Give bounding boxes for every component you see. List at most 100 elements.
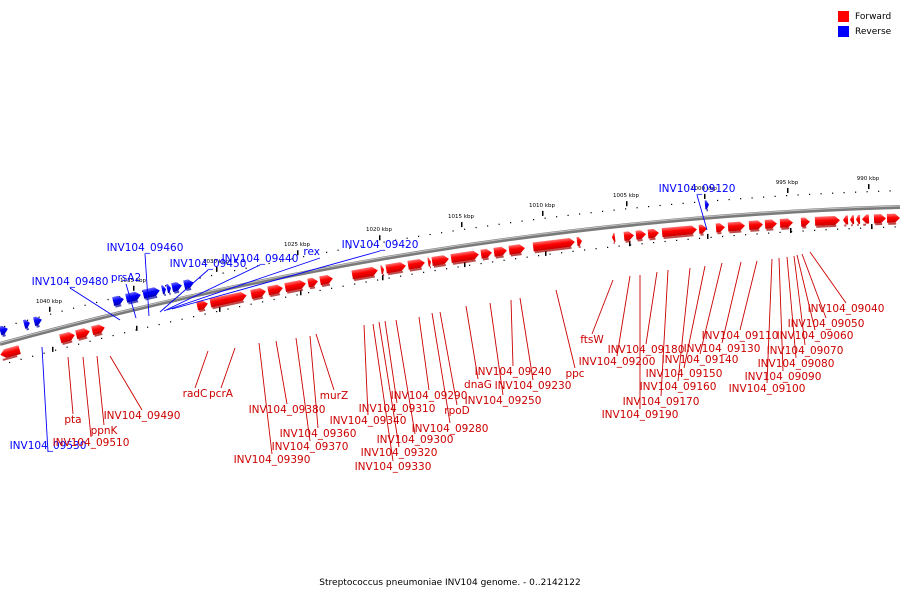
- gene-label-inv104-09340: INV104_09340: [330, 415, 407, 427]
- leader-line: [786, 256, 797, 359]
- leader-line: [555, 289, 576, 369]
- major-ticks: 990 kbp 995 kbp 1000 kbp 1005 kbp 1010 kbp 10…: [36, 176, 880, 352]
- gene-label-inv104-09200: INV104_09200: [579, 356, 656, 368]
- gene-label-inv104-09370: INV104_09370: [272, 441, 349, 453]
- tick-label: 995 kbp: [776, 180, 799, 186]
- major-tick-lower: [219, 306, 221, 312]
- leader-line: [519, 297, 534, 381]
- forward-gene-feature: [661, 225, 697, 238]
- leader-line: [699, 262, 723, 355]
- major-tick: [379, 235, 381, 241]
- forward-gene-feature: [862, 214, 870, 224]
- leader-line: [616, 275, 631, 357]
- reverse-gene-feature: [166, 284, 171, 294]
- forward-gene-feature: [800, 217, 810, 227]
- forward-gene-feature: [576, 236, 582, 247]
- leader-line: [69, 287, 121, 321]
- gene-label-inv104-09380: INV104_09380: [249, 404, 326, 416]
- major-tick-lower: [871, 224, 873, 230]
- major-tick-lower: [707, 233, 709, 239]
- tick-label: 1035 kbp: [120, 278, 146, 284]
- tick-label: 1000 kbp: [691, 186, 717, 192]
- gene-label-inv104-09460: INV104_09460: [107, 242, 184, 254]
- reverse-gene-feature: [125, 291, 141, 303]
- forward-gene-feature: [267, 284, 283, 296]
- leader-line: [465, 305, 479, 380]
- major-tick: [868, 184, 870, 190]
- major-tick: [49, 306, 51, 312]
- forward-gene-feature: [748, 220, 763, 230]
- leader-line: [163, 264, 261, 312]
- forward-gene-feature: [493, 246, 507, 257]
- forward-gene-feature: [698, 224, 707, 234]
- major-tick: [787, 188, 789, 194]
- gene-label-inv104-09130: INV104_09130: [684, 343, 761, 355]
- major-tick-lower: [52, 346, 54, 352]
- leader-line: [315, 333, 335, 391]
- gene-label-inv104-09040: INV104_09040: [808, 303, 885, 315]
- major-tick-lower: [382, 275, 384, 281]
- leader-line: [96, 355, 105, 426]
- tick-label: 1010 kbp: [529, 203, 555, 209]
- gene-label-radc: radC: [183, 388, 208, 400]
- forward-gene-feature: [647, 228, 659, 239]
- forward-gene-feature: [480, 248, 492, 259]
- gene-labels: INV104_09120rexINV104_09420INV104_09440I…: [10, 183, 885, 473]
- gene-label-inv104-09190: INV104_09190: [602, 409, 679, 421]
- forward-gene-feature: [250, 288, 266, 299]
- leader-line: [258, 342, 273, 455]
- forward-gene-feature: [850, 215, 855, 225]
- major-tick: [542, 210, 544, 216]
- leader-line: [144, 253, 150, 317]
- legend: Forward Reverse: [838, 9, 891, 39]
- gene-label-inv104-09080: INV104_09080: [758, 358, 835, 370]
- reverse-gene-feature: [704, 200, 709, 210]
- gene-label-inv104-09390: INV104_09390: [234, 454, 311, 466]
- gene-label-inv104-09450: INV104_09450: [170, 258, 247, 270]
- forward-gene-feature: [886, 213, 900, 223]
- leader-line: [677, 267, 691, 382]
- leader-line: [793, 255, 806, 346]
- leader-line: [82, 356, 92, 438]
- gene-label-inv104-09050: INV104_09050: [788, 318, 865, 330]
- reverse-gene-feature: [22, 319, 30, 329]
- forward-gene-feature: [91, 324, 105, 336]
- leader-line: [295, 337, 311, 442]
- major-tick: [461, 222, 463, 228]
- leader-line: [125, 283, 137, 319]
- forward-gene-feature: [814, 215, 840, 226]
- forward-gene-feature: [450, 250, 479, 264]
- leader-line: [683, 265, 706, 369]
- leader-line: [194, 350, 209, 389]
- gene-label-inv104-09290: INV104_09290: [391, 390, 468, 402]
- leader-line: [645, 271, 658, 345]
- leader-line: [67, 356, 74, 415]
- gene-label-inv104-09120: INV104_09120: [659, 183, 736, 195]
- gene-label-inv104-09330: INV104_09330: [355, 461, 432, 473]
- leader-line: [796, 254, 816, 331]
- leader-line: [510, 299, 514, 367]
- gene-label-pta: pta: [64, 414, 81, 426]
- forward-gene-feature: [59, 332, 75, 344]
- tick-label: 1005 kbp: [613, 193, 639, 199]
- leader-line: [431, 312, 451, 424]
- forward-gene-feature: [307, 277, 318, 288]
- gene-label-inv104-09180: INV104_09180: [608, 344, 685, 356]
- forward-gene-feature: [727, 221, 745, 232]
- gene-features: [0, 200, 900, 361]
- forward-gene-feature: [319, 274, 333, 286]
- major-tick-lower: [464, 262, 466, 268]
- forward-gene-feature: [715, 223, 725, 233]
- reverse-gene-feature: [112, 295, 124, 306]
- leader-line: [220, 347, 236, 389]
- leader-line: [439, 311, 458, 406]
- forward-swatch: [838, 11, 849, 22]
- genome-backbone-highlight: [0, 205, 900, 344]
- leader-line: [489, 302, 504, 396]
- leader-line: [363, 324, 369, 416]
- leader-line: [395, 319, 416, 435]
- forward-gene-feature: [407, 259, 425, 270]
- leader-line: [171, 250, 381, 310]
- gene-label-inv104-09510: INV104_09510: [53, 437, 130, 449]
- gene-label-inv104-09300: INV104_09300: [377, 434, 454, 446]
